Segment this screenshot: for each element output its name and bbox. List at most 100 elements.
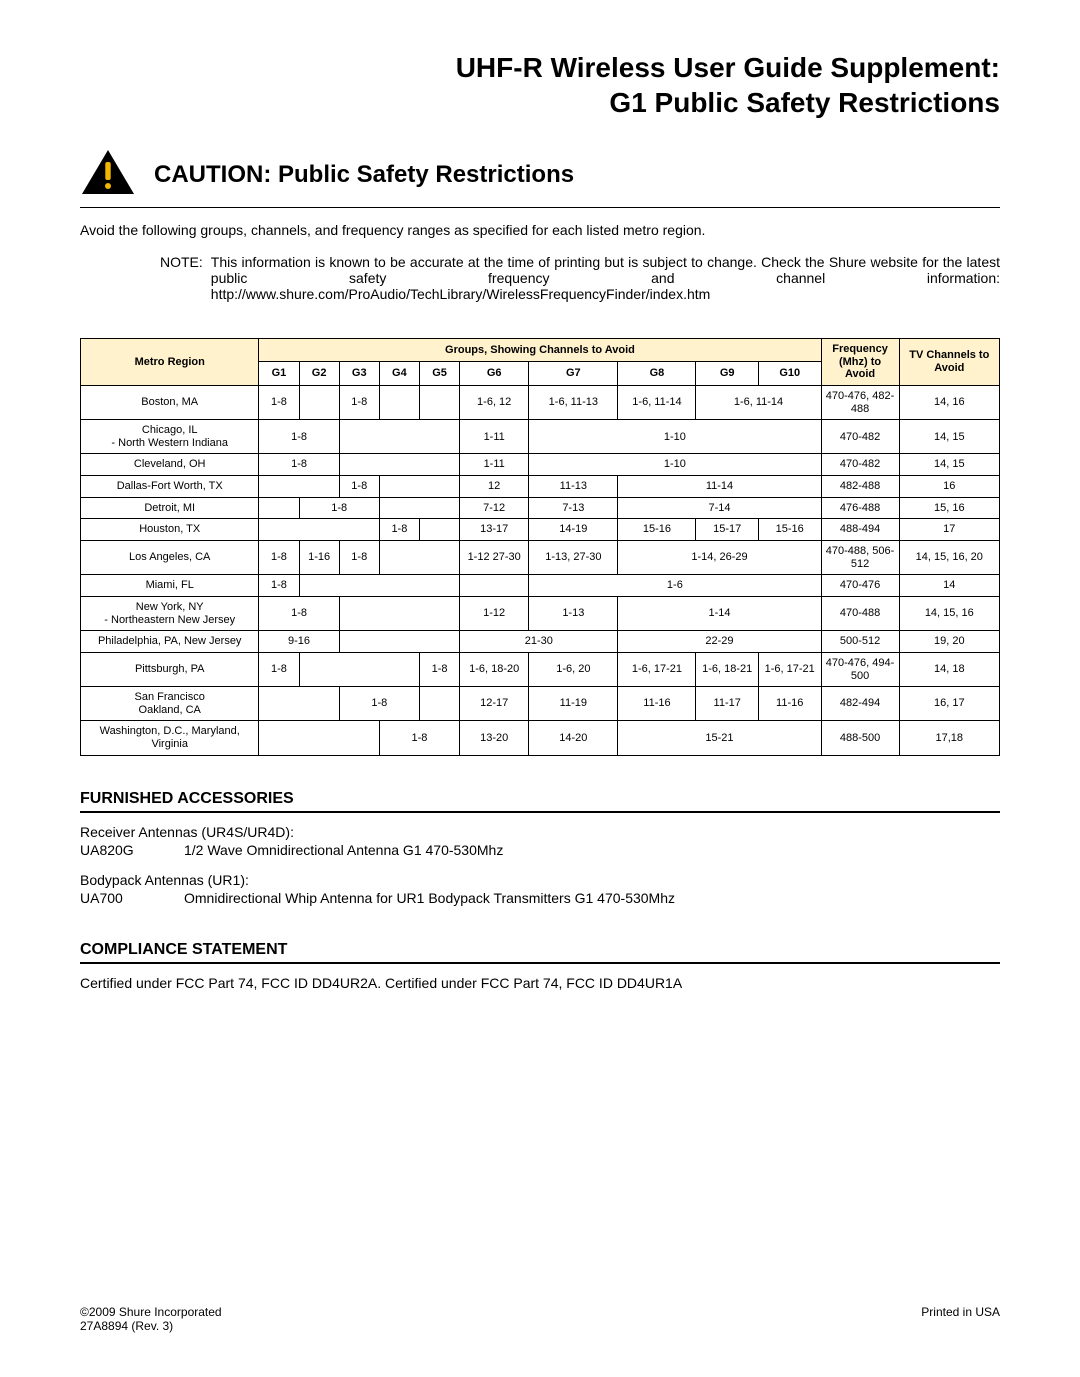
cell [259, 687, 339, 721]
th-region: Metro Region [81, 339, 259, 386]
cell: 1-14, 26-29 [618, 541, 821, 575]
cell: 14, 15, 16 [899, 596, 999, 630]
table-row: Boston, MA 1-8 1-8 1-6, 12 1-6, 11-13 1-… [81, 385, 1000, 419]
cell: 470-476, 482-488 [821, 385, 899, 419]
cell: 7-12 [460, 497, 529, 519]
table-row: Chicago, IL - North Western Indiana 1-8 … [81, 420, 1000, 454]
cell-region: Washington, D.C., Maryland, Virginia [81, 721, 259, 755]
cell: 1-16 [299, 541, 339, 575]
cell-region: Miami, FL [81, 575, 259, 597]
cell: 1-8 [339, 476, 379, 498]
cell: 14-19 [529, 519, 618, 541]
cell: 14, 15 [899, 454, 999, 476]
table-row: Los Angeles, CA 1-8 1-16 1-8 1-12 27-30 … [81, 541, 1000, 575]
th-g2: G2 [299, 362, 339, 385]
cell-region: Philadelphia, PA, New Jersey [81, 631, 259, 653]
cell: 1-8 [339, 541, 379, 575]
th-g8: G8 [618, 362, 696, 385]
note-block: NOTE: This information is known to be ac… [160, 254, 1000, 302]
cell: 1-8 [339, 385, 379, 419]
cell: 1-8 [419, 652, 459, 686]
cell: 1-6, 17-21 [618, 652, 696, 686]
table-row: Philadelphia, PA, New Jersey 9-16 21-30 … [81, 631, 1000, 653]
note-body: This information is known to be accurate… [211, 254, 1000, 302]
cell-region: Cleveland, OH [81, 454, 259, 476]
table-row: Miami, FL 1-8 1-6 470-476 14 [81, 575, 1000, 597]
cell: 1-8 [379, 519, 419, 541]
cell: 1-12 27-30 [460, 541, 529, 575]
cell: 13-17 [460, 519, 529, 541]
cell-region: Boston, MA [81, 385, 259, 419]
cell: 14 [899, 575, 999, 597]
cell-region: Los Angeles, CA [81, 541, 259, 575]
page-footer: ©2009 Shure Incorporated 27A8894 (Rev. 3… [80, 1305, 1000, 1333]
th-tv: TV Channels to Avoid [899, 339, 999, 386]
cell-region: Houston, TX [81, 519, 259, 541]
cell [339, 631, 459, 653]
cell: 1-8 [259, 541, 299, 575]
cell [259, 476, 339, 498]
table-row: Washington, D.C., Maryland, Virginia 1-8… [81, 721, 1000, 755]
cell: 12-17 [460, 687, 529, 721]
th-g5: G5 [419, 362, 459, 385]
cell: 1-6 [529, 575, 821, 597]
footer-docnum: 27A8894 (Rev. 3) [80, 1319, 222, 1333]
th-g7: G7 [529, 362, 618, 385]
cell [259, 497, 299, 519]
cell: 11-19 [529, 687, 618, 721]
cell [299, 575, 460, 597]
cell: 14, 15 [899, 420, 999, 454]
cell: 14-20 [529, 721, 618, 755]
cell: 1-8 [259, 454, 339, 476]
cell: 11-17 [696, 687, 758, 721]
bodypack-antenna-desc: Omnidirectional Whip Antenna for UR1 Bod… [184, 889, 675, 907]
cell: 1-6, 20 [529, 652, 618, 686]
receiver-antenna-desc: 1/2 Wave Omnidirectional Antenna G1 470-… [184, 841, 503, 859]
cell [419, 687, 459, 721]
cell: 13-20 [460, 721, 529, 755]
cell: 1-6, 11-14 [696, 385, 821, 419]
restrictions-table: Metro Region Groups, Showing Channels to… [80, 338, 1000, 756]
cell: 1-11 [460, 454, 529, 476]
cell: 1-14 [618, 596, 821, 630]
cell [419, 519, 459, 541]
cell: 1-8 [259, 385, 299, 419]
cell: 1-13, 27-30 [529, 541, 618, 575]
cell: 14, 15, 16, 20 [899, 541, 999, 575]
cell: 488-494 [821, 519, 899, 541]
table-row: Cleveland, OH 1-8 1-11 1-10 470-482 14, … [81, 454, 1000, 476]
table-row: Houston, TX 1-8 13-17 14-19 15-16 15-17 … [81, 519, 1000, 541]
th-g3: G3 [339, 362, 379, 385]
table-row: Detroit, MI 1-8 7-12 7-13 7-14 476-488 1… [81, 497, 1000, 519]
bodypack-antenna-code: UA700 [80, 889, 160, 907]
th-g4: G4 [379, 362, 419, 385]
cell: 1-6, 11-14 [618, 385, 696, 419]
cell [339, 596, 459, 630]
warning-icon [80, 148, 136, 201]
cell: 470-488 [821, 596, 899, 630]
th-g10: G10 [758, 362, 821, 385]
cell: 470-476, 494-500 [821, 652, 899, 686]
cell [379, 385, 419, 419]
cell [259, 721, 379, 755]
cell-region: Dallas-Fort Worth, TX [81, 476, 259, 498]
cell: 1-8 [259, 596, 339, 630]
cell: 470-482 [821, 420, 899, 454]
cell: 476-488 [821, 497, 899, 519]
cell: 9-16 [259, 631, 339, 653]
cell: 500-512 [821, 631, 899, 653]
cell: 1-10 [529, 420, 821, 454]
cell: 482-488 [821, 476, 899, 498]
accessories-heading: FURNISHED ACCESSORIES [80, 790, 1000, 813]
cell: 7-13 [529, 497, 618, 519]
cell: 7-14 [618, 497, 821, 519]
cell: 1-8 [299, 497, 379, 519]
cell: 1-6, 18-21 [696, 652, 758, 686]
cell: 1-10 [529, 454, 821, 476]
cell [299, 652, 419, 686]
cell: 11-13 [529, 476, 618, 498]
cell: 16 [899, 476, 999, 498]
cell: 14, 18 [899, 652, 999, 686]
cell: 1-8 [259, 652, 299, 686]
cell: 1-6, 18-20 [460, 652, 529, 686]
